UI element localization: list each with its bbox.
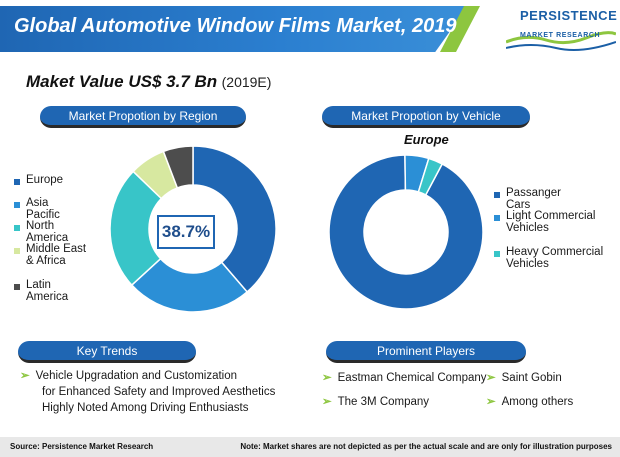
player-item: ➢ The 3M Company bbox=[322, 394, 429, 410]
legend-item: Passanger Cars bbox=[494, 187, 561, 211]
legend-swatch bbox=[14, 179, 20, 185]
logo-subtitle: MARKET RESEARCH bbox=[520, 32, 601, 39]
market-value-year: (2019E) bbox=[221, 74, 272, 90]
legend-label: Europe bbox=[26, 174, 64, 186]
player-name: The 3M Company bbox=[337, 396, 430, 408]
arrow-icon: ➢ bbox=[20, 370, 30, 382]
footer-source: Source: Persistence Market Research bbox=[10, 442, 154, 451]
legend-swatch bbox=[494, 215, 500, 221]
legend-swatch bbox=[494, 192, 500, 198]
title-banner bbox=[0, 6, 468, 52]
player-item: ➢ Among others bbox=[486, 394, 573, 410]
prominent-players-pill: Prominent Players bbox=[326, 341, 526, 363]
page-title: Global Automotive Window Films Market, 2… bbox=[14, 15, 457, 37]
legend-swatch bbox=[14, 202, 20, 208]
vehicle-pill: Market Propotion by Vehicle bbox=[322, 106, 530, 128]
legend-swatch bbox=[14, 225, 20, 231]
legend-label: Heavy Commercial Vehicles bbox=[506, 246, 604, 270]
legend-label: Light Commercial Vehicles bbox=[506, 210, 596, 234]
vehicle-slice-2 bbox=[417, 157, 444, 196]
vehicle-chart-subtitle: Europe bbox=[404, 132, 449, 147]
europe-share-label: 38.7% bbox=[157, 215, 215, 249]
market-value: Maket Value US$ 3.7 Bn (2019E) bbox=[26, 72, 271, 92]
legend-item: Europe bbox=[14, 174, 63, 186]
region-pill: Market Propotion by Region bbox=[40, 106, 246, 128]
vehicle-donut-chart bbox=[328, 154, 484, 310]
legend-label: Latin America bbox=[26, 279, 69, 303]
legend-item: Light Commercial Vehicles bbox=[494, 210, 612, 234]
player-name: Saint Gobin bbox=[501, 372, 562, 384]
legend-swatch bbox=[14, 248, 20, 254]
legend-item: Asia Pacific bbox=[14, 197, 60, 221]
trend-line: Vehicle Upgradation and Customization bbox=[35, 370, 238, 382]
vehicle-slice-0 bbox=[328, 154, 484, 310]
legend-label: Asia Pacific bbox=[26, 197, 60, 221]
footer: Source: Persistence Market Research Note… bbox=[0, 437, 620, 457]
legend-swatch bbox=[14, 284, 20, 290]
legend-label: Middle East & Africa bbox=[26, 243, 87, 267]
legend-item: North America bbox=[14, 220, 68, 244]
player-item: ➢ Eastman Chemical Company bbox=[322, 370, 487, 386]
trend-item: ➢ Vehicle Upgradation and Customization bbox=[20, 368, 237, 384]
legend-label: North America bbox=[26, 220, 69, 244]
market-value-text: Maket Value US$ 3.7 Bn bbox=[26, 72, 218, 91]
region-donut-chart bbox=[109, 145, 277, 313]
player-item: ➢ Saint Gobin bbox=[486, 370, 562, 386]
arrow-icon: ➢ bbox=[322, 396, 332, 408]
arrow-icon: ➢ bbox=[486, 396, 496, 408]
player-name: Among others bbox=[501, 396, 574, 408]
trend-item: Highly Noted Among Driving Enthusiasts bbox=[42, 400, 248, 416]
legend-item: Heavy Commercial Vehicles bbox=[494, 246, 612, 270]
region-slice-0 bbox=[192, 145, 277, 294]
legend-label: Passanger Cars bbox=[506, 187, 561, 211]
region-slice-4 bbox=[162, 145, 194, 189]
key-trends-pill: Key Trends bbox=[18, 341, 196, 363]
arrow-icon: ➢ bbox=[322, 372, 332, 384]
arrow-icon: ➢ bbox=[486, 372, 496, 384]
legend-swatch bbox=[494, 251, 500, 257]
trend-line: Highly Noted Among Driving Enthusiasts bbox=[42, 402, 249, 414]
footer-note: Note: Market shares are not depicted as … bbox=[240, 442, 612, 451]
trend-item: for Enhanced Safety and Improved Aesthet… bbox=[42, 384, 275, 400]
logo-name: PERSISTENCE bbox=[520, 8, 618, 23]
trend-line: for Enhanced Safety and Improved Aesthet… bbox=[42, 386, 276, 398]
player-name: Eastman Chemical Company bbox=[337, 372, 487, 384]
legend-item: Middle East & Africa bbox=[14, 243, 94, 267]
persistence-logo-icon bbox=[506, 31, 616, 51]
legend-item: Latin America bbox=[14, 279, 68, 303]
header: Global Automotive Window Films Market, 2… bbox=[0, 0, 620, 62]
